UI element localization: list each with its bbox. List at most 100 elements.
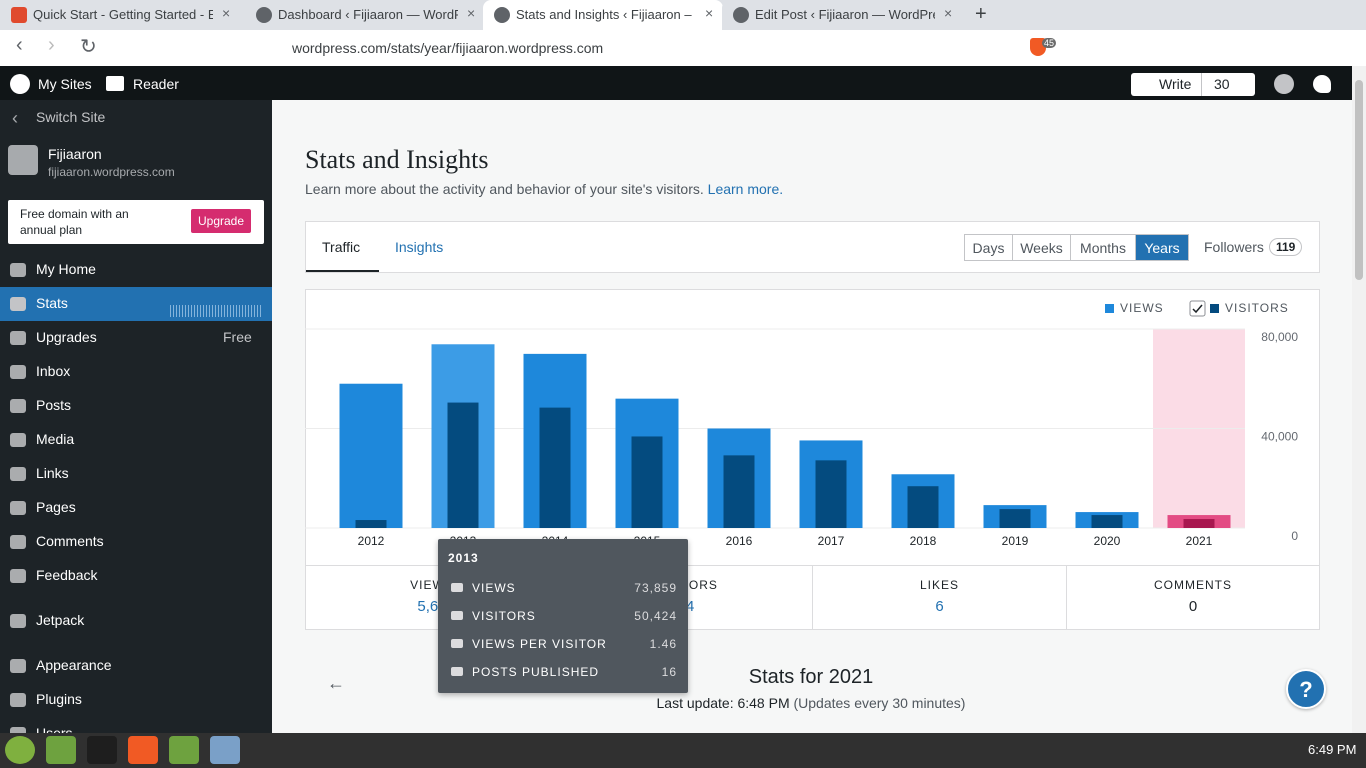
summary-value[interactable]: 6 (935, 598, 944, 615)
bar (815, 460, 847, 528)
period-label[interactable]: Months (1080, 240, 1126, 256)
menu-item[interactable]: Inbox (36, 363, 71, 379)
y-tick-label: 80,000 (1261, 330, 1298, 344)
taskbar-app (169, 736, 199, 764)
period-button[interactable]: Years (1135, 234, 1189, 261)
page-title: Stats and Insights (305, 145, 489, 174)
bar (539, 407, 571, 528)
tab-title[interactable]: Dashboard ‹ Fijiaaron — WordPres (278, 7, 458, 22)
legend-swatch (1105, 304, 1114, 313)
tooltip-icon (451, 667, 463, 676)
period-label[interactable]: Days (972, 240, 1005, 256)
taskbar-app (87, 736, 117, 764)
period-button[interactable]: Months (1070, 234, 1136, 261)
last-update-time: Last update: 6:48 PM (656, 695, 790, 711)
menu-item[interactable]: My Home (36, 261, 96, 277)
menu-icon (10, 433, 26, 447)
nav-tab[interactable]: Insights (395, 239, 444, 255)
section-nav: Traffic Insights Days Weeks Months Years Follo… (305, 221, 1320, 273)
back-arrow: ← (327, 673, 345, 693)
tab-close: × (944, 5, 953, 21)
taskbar (0, 733, 1366, 768)
tooltip-value: 1.46 (649, 637, 677, 651)
browser-tab (722, 0, 962, 30)
menu-item[interactable]: Comments (36, 533, 104, 549)
menu-item[interactable]: Upgrades (36, 329, 97, 345)
menu-item[interactable]: Jetpack (36, 612, 85, 628)
tooltip-label: VISITORS (472, 609, 536, 623)
avatar (1274, 74, 1294, 94)
menu-icon (10, 614, 26, 628)
tab-title[interactable]: Edit Post ‹ Fijiaaron — WordPress (755, 7, 935, 22)
help-button[interactable]: ? (1286, 669, 1326, 709)
sparkline (170, 305, 262, 317)
learn-more[interactable]: Learn more. (707, 181, 784, 197)
tab-icon (11, 7, 27, 23)
tab-title[interactable]: Quick Start - Getting Started - Emb (33, 7, 213, 22)
period-label[interactable]: Years (1144, 240, 1180, 256)
divider (305, 565, 1320, 566)
menu-icon (10, 331, 26, 345)
menu-item[interactable]: Pages (36, 499, 76, 515)
x-tick-label: 2020 (1094, 534, 1121, 548)
menu-item[interactable]: Posts (36, 397, 72, 413)
period-label[interactable]: Weeks (1020, 240, 1063, 256)
nav-tab[interactable]: Traffic (322, 239, 361, 255)
menu-item[interactable]: Stats (36, 295, 68, 311)
summary-label: COMMENTS (1154, 578, 1232, 592)
bar (907, 486, 939, 528)
nav-button: ‹ (16, 34, 23, 56)
tab-icon (733, 7, 749, 23)
summary-label: LIKES (919, 578, 960, 592)
help-label[interactable]: ? (1299, 677, 1313, 702)
menu-item[interactable]: Feedback (36, 567, 98, 583)
write[interactable]: Write (1159, 76, 1192, 92)
menu-icon (10, 263, 26, 277)
bar (1183, 519, 1215, 528)
reader[interactable]: Reader (133, 76, 179, 92)
y-tick-label: 40,000 (1261, 430, 1298, 444)
tooltip-title: 2013 (448, 551, 479, 565)
menu-item[interactable]: Appearance (36, 657, 112, 673)
nav-button: ↻ (80, 36, 97, 58)
summary-tile: COMMENTS 0 (1065, 566, 1320, 629)
taskbar-app (46, 736, 76, 764)
x-tick-label: 2012 (358, 534, 385, 548)
switch-site[interactable]: Switch Site (36, 109, 106, 125)
draft-count[interactable]: 30 (1214, 76, 1230, 92)
url[interactable]: wordpress.com/stats/year/fijiaaron.wordp… (292, 40, 604, 56)
back-arrow: ‹ (12, 108, 18, 128)
x-tick-label: 2017 (818, 534, 845, 548)
menu-icon (10, 399, 26, 413)
tooltip-value: 50,424 (634, 609, 677, 623)
my-sites[interactable]: My Sites (38, 76, 92, 92)
bar (355, 520, 387, 528)
new-tab: + (975, 3, 987, 25)
bar (1091, 515, 1123, 528)
clock: 6:49 PM (1308, 742, 1357, 757)
upgrade-button[interactable]: Upgrade (191, 209, 252, 233)
menu-icon (10, 569, 26, 583)
summary-value[interactable]: 0 (1188, 598, 1198, 615)
tooltip-icon (451, 583, 463, 592)
menu-item[interactable]: Plugins (36, 691, 82, 707)
divider (1201, 73, 1202, 96)
subtitle: Learn more about the activity and behavi… (305, 181, 783, 197)
legend-checkbox (1189, 300, 1206, 317)
tab-icon (256, 7, 272, 23)
followers-count: 119 (1269, 238, 1303, 256)
period-button[interactable]: Weeks (1012, 234, 1071, 261)
menu-badge: Free (223, 329, 252, 345)
tab-title[interactable]: Stats and Insights ‹ Fijiaaron – (516, 7, 692, 22)
tooltip-value: 73,859 (634, 581, 677, 595)
wp-logo (10, 74, 30, 94)
menu-item[interactable]: Media (36, 431, 75, 447)
followers[interactable]: Followers (1204, 239, 1264, 255)
menu-item[interactable]: Links (36, 465, 69, 481)
menu-icon (10, 365, 26, 379)
sidebar: ‹ Switch Site Fijiaaron fijiaaron.wordpress… (0, 100, 272, 741)
update-note: (Updates every 30 minutes) (793, 695, 966, 711)
period-button[interactable]: Days (964, 234, 1013, 261)
